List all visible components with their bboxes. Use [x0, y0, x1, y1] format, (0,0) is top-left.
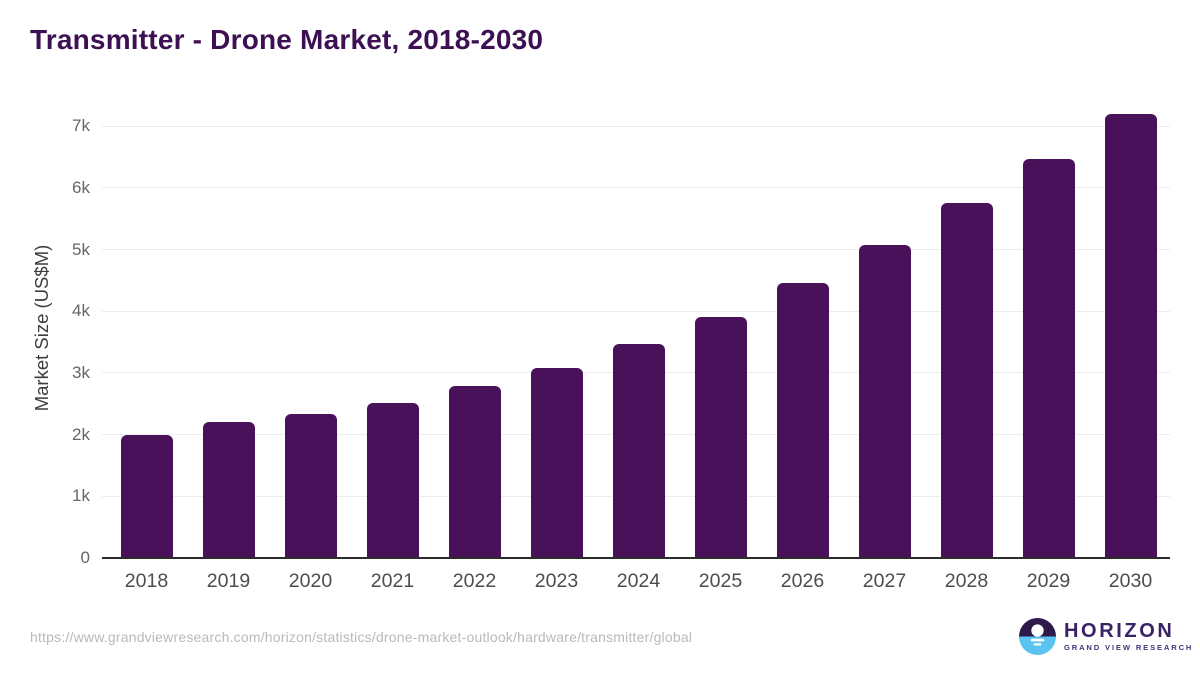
logo-subname: GRAND VIEW RESEARCH	[1064, 643, 1194, 652]
bar-2019	[202, 421, 255, 558]
x-tick-label-2027: 2027	[862, 570, 907, 592]
bar-2023	[530, 367, 583, 558]
bar-2030	[1104, 113, 1157, 558]
logo-name: HORIZON	[1064, 620, 1175, 642]
x-axis-line	[102, 557, 1170, 559]
y-tick-label-2k: 2k	[72, 424, 90, 444]
y-tick-label-5k: 5k	[72, 239, 90, 259]
x-tick-label-2020: 2020	[288, 570, 333, 592]
y-tick-label-1k: 1k	[72, 486, 90, 506]
x-tick-label-2025: 2025	[698, 570, 743, 592]
gridline-7k	[102, 125, 1170, 127]
x-tick-label-2029: 2029	[1026, 570, 1071, 592]
bar-2026	[776, 282, 829, 558]
bar-chart-plot-area: 0 1k 2k 3k 4k 5k 6k 7k 2018 2019 2020 2021 2022 2023…	[72, 98, 1170, 592]
gridline-4k	[102, 310, 1170, 312]
y-tick-label-4k: 4k	[72, 301, 90, 321]
bar-2025	[694, 316, 747, 558]
logo-wordmark: HORIZON GRAND VIEW RESEARCH	[1064, 621, 1193, 652]
x-tick-label-2024: 2024	[616, 570, 661, 592]
x-tick-label-2026: 2026	[780, 570, 825, 592]
bar-2029	[1022, 159, 1075, 558]
y-tick-label-7k: 7k	[72, 116, 90, 136]
horizon-logo: HORIZON GRAND VIEW RESEARCH	[1019, 618, 1193, 655]
gridline-5k	[102, 249, 1170, 250]
bar-2020	[284, 414, 337, 558]
source-url: https://www.grandviewresearch.com/horizo…	[30, 629, 693, 645]
x-tick-label-2018: 2018	[124, 570, 169, 592]
bar-2027	[858, 245, 911, 558]
bar-2028	[940, 202, 993, 558]
bar-2021	[366, 402, 419, 558]
bar-2022	[448, 386, 501, 558]
y-tick-label-0: 0	[80, 548, 90, 567]
x-tick-label-2022: 2022	[452, 570, 497, 592]
y-tick-label-3k: 3k	[72, 362, 90, 382]
gridline-6k	[102, 187, 1170, 189]
bar-2024	[612, 343, 665, 558]
x-tick-label-2023: 2023	[534, 570, 579, 592]
x-tick-label-2030: 2030	[1108, 570, 1153, 592]
x-tick-label-2019: 2019	[206, 570, 251, 592]
y-axis-title: Market Size (US$M)	[31, 244, 52, 412]
x-tick-label-2021: 2021	[370, 570, 415, 592]
bar-2018	[120, 434, 173, 558]
chart-title: Transmitter - Drone Market, 2018-2030	[30, 24, 544, 55]
y-tick-label-6k: 6k	[72, 177, 90, 197]
x-tick-label-2028: 2028	[944, 570, 989, 592]
horizon-sun-icon	[1019, 618, 1056, 655]
